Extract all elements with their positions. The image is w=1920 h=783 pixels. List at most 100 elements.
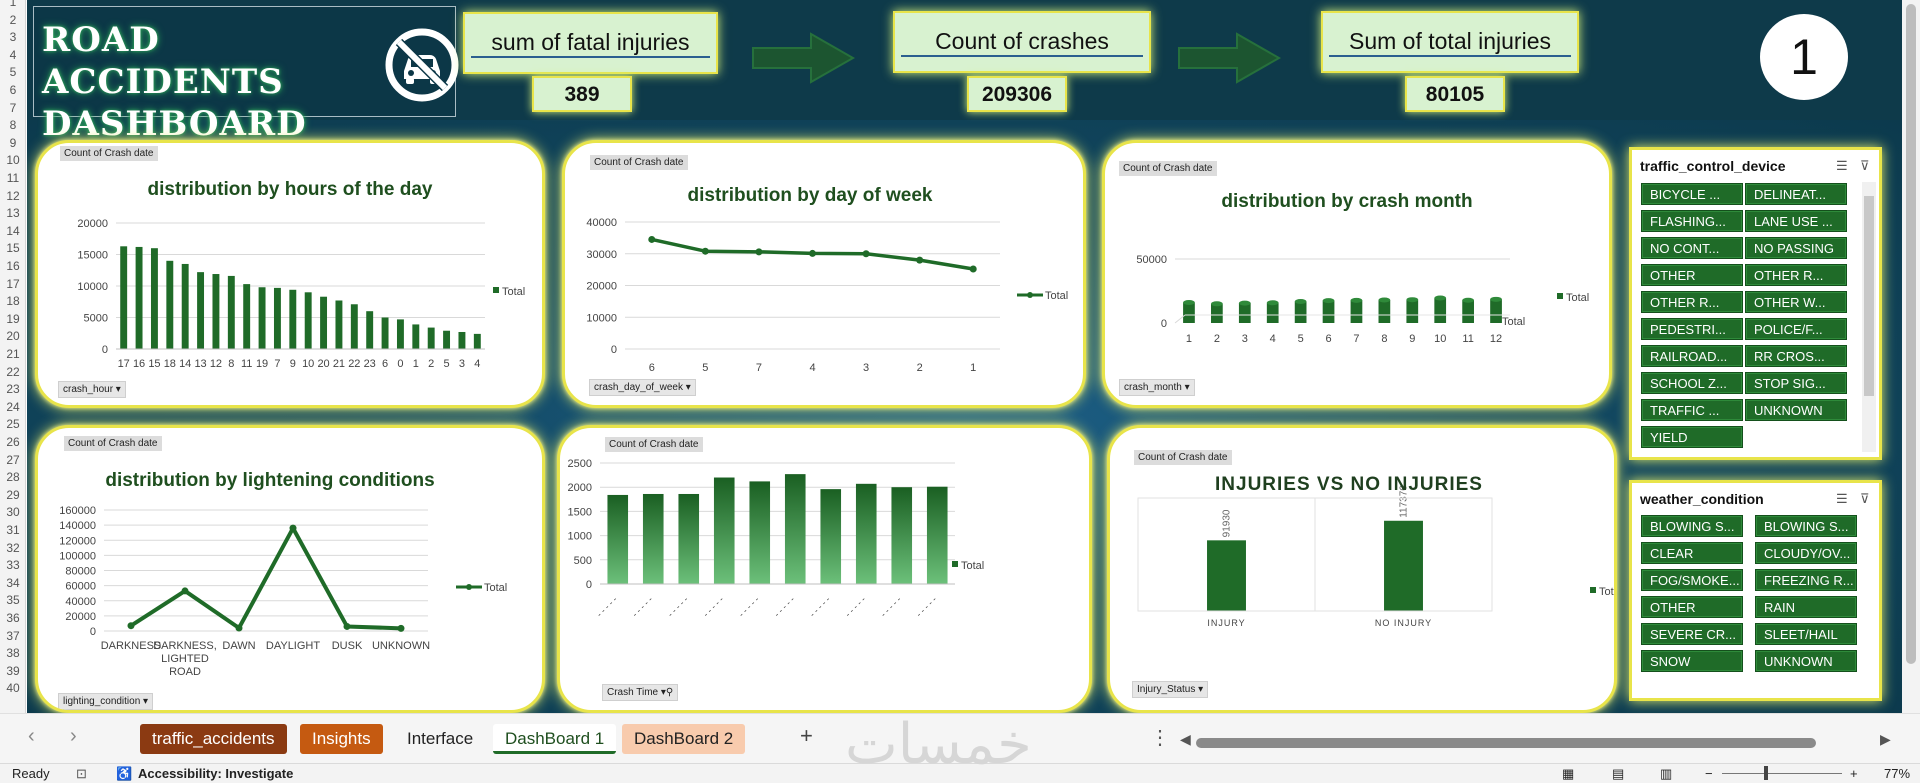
row-header[interactable]: 22 xyxy=(6,364,20,379)
axis-field-button[interactable]: Crash Time ▾⚲ xyxy=(602,684,679,701)
row-header[interactable]: 12 xyxy=(6,188,20,203)
sheet-tab[interactable]: traffic_accidents xyxy=(140,724,287,754)
slicer-item[interactable]: RR CROS... xyxy=(1745,345,1847,367)
traffic-control-slicer[interactable]: traffic_control_device ☰ ⊽ BICYCLE ... DE… xyxy=(1629,147,1882,460)
row-header[interactable]: 13 xyxy=(6,206,20,221)
slicer-item[interactable]: FLASHING... xyxy=(1641,210,1743,232)
axis-field-button[interactable]: crash_day_of_week ▾ xyxy=(589,379,696,396)
row-header[interactable]: 24 xyxy=(6,399,20,414)
slicer-item[interactable]: OTHER R... xyxy=(1641,291,1743,313)
zoom-slider[interactable] xyxy=(1722,773,1842,774)
row-header[interactable]: 25 xyxy=(6,417,20,432)
chart-month-card[interactable]: 0 50000 1 2 3 4 5 6 7 8 9 10 11 12 Total Total Count of… xyxy=(1102,140,1612,408)
chart-injuries-card[interactable]: 91930 117376 INJURY NO INJURY Total Count of… xyxy=(1107,425,1617,713)
slicer-item[interactable]: BLOWING S... xyxy=(1641,515,1743,537)
more-options-icon[interactable]: ⋮ xyxy=(1150,727,1170,749)
slicer-item[interactable]: CLOUDY/OV... xyxy=(1755,542,1857,564)
row-header[interactable]: 38 xyxy=(6,646,20,661)
axis-field-button[interactable]: Injury_Status ▾ xyxy=(1132,681,1209,698)
row-header[interactable]: 28 xyxy=(6,470,20,485)
multi-select-icon[interactable]: ☰ xyxy=(1836,158,1848,173)
tab-next-icon[interactable]: › xyxy=(70,725,77,747)
row-header[interactable]: 29 xyxy=(6,487,20,502)
row-header[interactable]: 16 xyxy=(6,259,20,273)
row-header[interactable]: 37 xyxy=(6,628,20,643)
row-header[interactable]: 20 xyxy=(6,329,20,344)
sheet-tab[interactable]: DashBoard 1 xyxy=(493,724,617,754)
row-header[interactable]: 6 xyxy=(9,83,17,97)
row-header[interactable]: 26 xyxy=(6,435,20,449)
slicer-item[interactable]: OTHER xyxy=(1641,264,1743,286)
row-header[interactable]: 17 xyxy=(6,276,20,291)
page-layout-icon[interactable]: ▤ xyxy=(1612,766,1625,781)
row-header[interactable]: 9 xyxy=(9,135,17,150)
row-header[interactable]: 2 xyxy=(9,12,17,27)
slicer-item[interactable]: RAILROAD... xyxy=(1641,345,1743,367)
axis-field-button[interactable]: crash_hour ▾ xyxy=(58,381,126,398)
value-field-button[interactable]: Count of Crash date xyxy=(590,155,688,170)
slicer-scrollbar[interactable] xyxy=(1862,182,1876,452)
zoom-out-icon[interactable]: − xyxy=(1705,766,1713,781)
row-header[interactable]: 18 xyxy=(6,294,20,309)
chart-crash-time-card[interactable]: 0 500 1000 1500 2000 2500 - - - - - - - - - - - … xyxy=(557,425,1092,713)
row-header[interactable]: 8 xyxy=(9,118,17,133)
slicer-item[interactable]: LANE USE ... xyxy=(1745,210,1847,232)
scrollbar-thumb[interactable] xyxy=(1196,738,1816,748)
row-header[interactable]: 34 xyxy=(6,575,20,590)
slicer-item[interactable]: UNKNOWN xyxy=(1755,650,1857,672)
row-header[interactable]: 19 xyxy=(6,311,20,326)
slicer-item[interactable]: CLEAR xyxy=(1641,542,1743,564)
row-headers[interactable]: 1 2 3 4 5 6 7 8 9 10 11 12 13 14 15 16 17 18 19 20 21 22 23 24 2… xyxy=(0,0,26,713)
sheet-tab[interactable]: Interface xyxy=(395,724,486,754)
slicer-item[interactable]: PEDESTRI... xyxy=(1641,318,1743,340)
value-field-button[interactable]: Count of Crash date xyxy=(64,436,162,451)
row-header[interactable]: 10 xyxy=(6,153,20,168)
slicer-item[interactable]: OTHER W... xyxy=(1745,291,1847,313)
row-header[interactable]: 32 xyxy=(6,540,20,555)
chart-day-of-week-card[interactable]: 0 10000 20000 30000 40000 6 5 7 4 3 2 1 Total Count … xyxy=(562,140,1086,408)
row-header[interactable]: 39 xyxy=(6,663,20,678)
slicer-item[interactable]: RAIN xyxy=(1755,596,1857,618)
zoom-in-icon[interactable]: + xyxy=(1850,766,1858,781)
row-header[interactable]: 5 xyxy=(9,65,17,80)
slicer-item[interactable]: BLOWING S... xyxy=(1755,515,1857,537)
value-field-button[interactable]: Count of Crash date xyxy=(60,146,158,161)
slicer-item[interactable]: SLEET/HAIL xyxy=(1755,623,1857,645)
slicer-item[interactable]: OTHER R... xyxy=(1745,264,1847,286)
macro-record-icon[interactable]: ⊡ xyxy=(76,766,87,781)
slicer-item[interactable]: FOG/SMOKE... xyxy=(1641,569,1743,591)
slicer-item[interactable]: NO PASSING xyxy=(1745,237,1847,259)
accessibility-status[interactable]: Accessibility: Investigate xyxy=(138,766,294,781)
row-header[interactable]: 1 xyxy=(9,0,17,9)
row-header[interactable]: 7 xyxy=(9,100,17,115)
sheet-vertical-scrollbar[interactable] xyxy=(1902,0,1920,713)
row-header[interactable]: 15 xyxy=(6,241,20,256)
value-field-button[interactable]: Count of Crash date xyxy=(605,437,703,452)
row-header[interactable]: 3 xyxy=(9,30,17,45)
sheet-tab[interactable]: DashBoard 2 xyxy=(622,724,746,754)
scrollbar-thumb[interactable] xyxy=(1906,4,1916,664)
slicer-item[interactable]: DELINEAT... xyxy=(1745,183,1847,205)
slicer-item[interactable]: SNOW xyxy=(1641,650,1743,672)
slicer-item[interactable]: SEVERE CR... xyxy=(1641,623,1743,645)
axis-field-button[interactable]: crash_month ▾ xyxy=(1119,379,1195,396)
slicer-item[interactable]: SCHOOL Z... xyxy=(1641,372,1743,394)
value-field-button[interactable]: Count of Crash date xyxy=(1119,161,1217,176)
chart-hours-card[interactable]: 0 5000 10000 15000 20000 17 16 15 18 14 13 12 8 11 19 7… xyxy=(35,140,545,408)
row-header[interactable]: 31 xyxy=(6,523,20,537)
row-header[interactable]: 21 xyxy=(6,347,20,361)
slicer-item[interactable]: BICYCLE ... xyxy=(1641,183,1743,205)
slicer-item[interactable]: FREEZING R... xyxy=(1755,569,1857,591)
row-header[interactable]: 4 xyxy=(9,47,17,62)
chart-lighting-card[interactable]: 0 20000 40000 60000 80000 100000 120000 140000 1… xyxy=(35,425,545,713)
sheet-horizontal-scrollbar[interactable] xyxy=(1182,738,1892,748)
zoom-slider-handle[interactable] xyxy=(1764,766,1768,780)
value-field-button[interactable]: Count of Crash date xyxy=(1134,450,1232,465)
row-header[interactable]: 30 xyxy=(6,505,20,520)
row-header[interactable]: 33 xyxy=(6,558,20,573)
slicer-item[interactable]: TRAFFIC ... xyxy=(1641,399,1743,421)
slicer-item[interactable]: UNKNOWN xyxy=(1745,399,1847,421)
row-header[interactable]: 36 xyxy=(6,611,20,625)
slicer-item[interactable]: STOP SIG... xyxy=(1745,372,1847,394)
accessibility-icon[interactable]: ♿ xyxy=(116,766,133,781)
